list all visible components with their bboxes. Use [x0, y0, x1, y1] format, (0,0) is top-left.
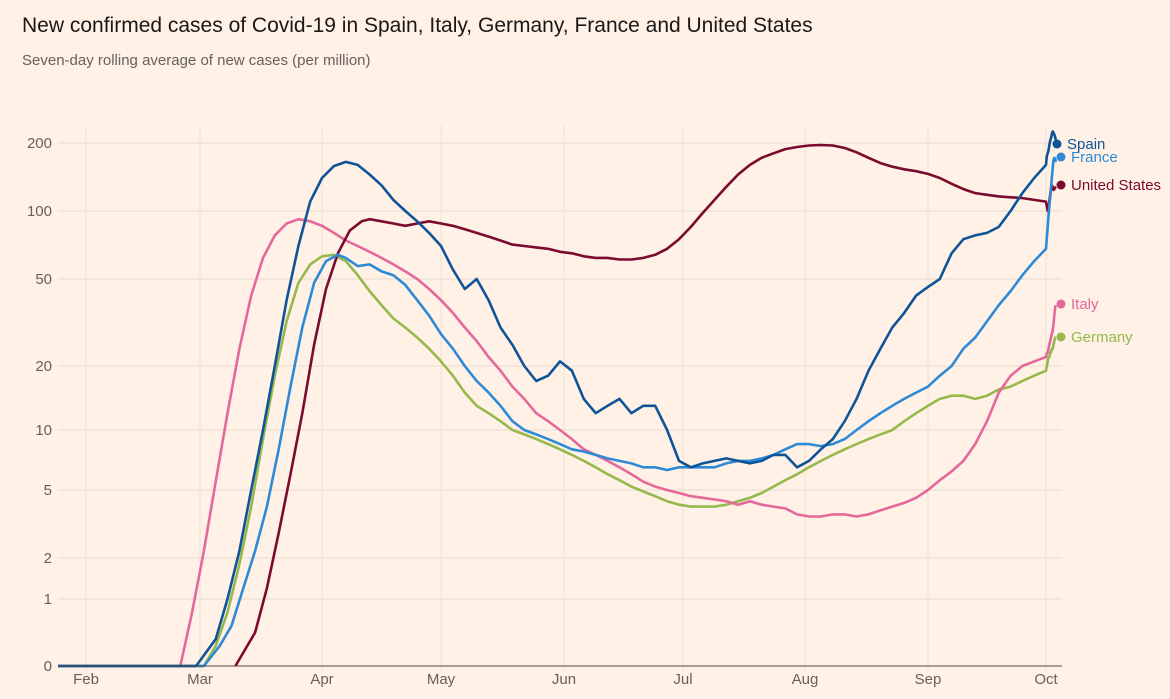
x-tick-label: Feb	[73, 671, 99, 688]
legend-label-united-states: United States	[1071, 177, 1161, 194]
y-axis-labels: 0 1 2 5 10 20 50 100 200	[27, 135, 52, 675]
legend-label-spain: Spain	[1067, 136, 1105, 153]
y-tick-label: 5	[44, 482, 52, 499]
x-tick-label: Oct	[1034, 671, 1058, 688]
series-line-italy	[58, 217, 1057, 668]
x-tick-label: Aug	[792, 671, 819, 688]
y-gridlines	[58, 142, 1062, 667]
legend-dot-germany	[1056, 332, 1066, 342]
x-axis-labels: Feb Mar Apr May Jun Jul Aug Sep Oct	[73, 671, 1058, 688]
series-line-germany	[58, 253, 1057, 668]
x-tick-label: Jul	[673, 671, 692, 688]
chart-title: New confirmed cases of Covid-19 in Spain…	[22, 14, 813, 37]
chart-subtitle: Seven-day rolling average of new cases (…	[22, 52, 371, 69]
legend-label-italy: Italy	[1071, 296, 1099, 313]
x-tick-label: Jun	[552, 671, 576, 688]
legend-label-germany: Germany	[1071, 329, 1133, 346]
y-tick-label: 1	[44, 591, 52, 608]
y-tick-label: 100	[27, 203, 52, 220]
x-tick-label: Apr	[310, 671, 333, 688]
legend-dot-italy	[1056, 299, 1066, 309]
series-line-france	[58, 156, 1058, 668]
y-tick-label: 0	[44, 658, 52, 675]
legend-dot-united-states	[1056, 180, 1066, 190]
legend-dot-france	[1056, 152, 1066, 162]
series-line-spain	[58, 130, 1058, 668]
x-tick-label: Sep	[915, 671, 942, 688]
y-tick-label: 200	[27, 135, 52, 152]
x-tick-label: Mar	[187, 671, 213, 688]
x-gridlines	[85, 125, 1047, 671]
legend-label-france: France	[1071, 149, 1118, 166]
x-tick-label: May	[427, 671, 456, 688]
y-tick-label: 10	[35, 422, 52, 439]
y-tick-label: 2	[44, 550, 52, 567]
series-line-united-states	[234, 143, 1057, 667]
y-tick-label: 50	[35, 271, 52, 288]
series-lines	[58, 130, 1058, 668]
y-tick-label: 20	[35, 358, 52, 375]
legend-dot-spain	[1052, 139, 1062, 149]
